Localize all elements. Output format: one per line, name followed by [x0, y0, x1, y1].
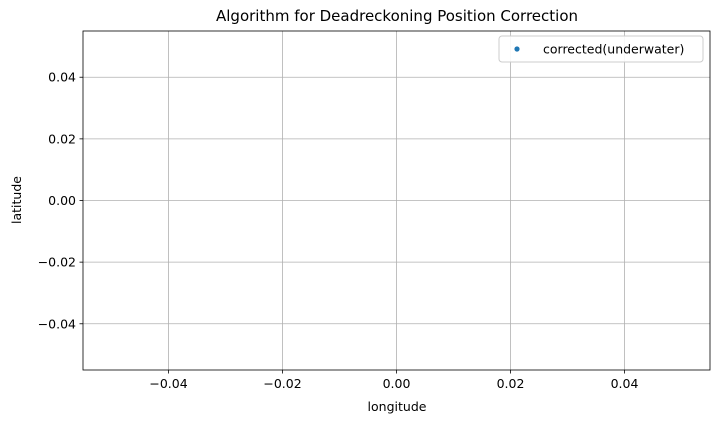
x-tick-label: −0.04: [149, 376, 187, 391]
y-tick-label: −0.02: [38, 255, 76, 270]
y-axis-label: latitude: [9, 176, 24, 224]
plot-area: −0.04 −0.02 0.00 0.02 0.04 −0.04 −0.02 0.00 0.0…: [38, 30, 711, 391]
y-tick-label: 0.00: [48, 193, 76, 208]
legend-box: [498, 35, 704, 63]
grid-lines: [83, 31, 710, 370]
x-tick-label: 0.04: [611, 376, 639, 391]
legend: corrected(underwater): [498, 35, 704, 63]
legend-marker: [514, 46, 520, 52]
x-tick-label: −0.02: [263, 376, 301, 391]
y-tick-label: −0.04: [38, 316, 76, 331]
x-tick-label: 0.02: [497, 376, 525, 391]
legend-entry-corrected-underwater: corrected(underwater): [543, 42, 684, 57]
y-tick-label: 0.04: [48, 70, 76, 85]
x-tick-label: 0.00: [383, 376, 411, 391]
y-axis-ticks: −0.04 −0.02 0.00 0.02 0.04: [38, 70, 83, 331]
y-tick-label: 0.02: [48, 131, 76, 146]
chart-title: Algorithm for Deadreckoning Position Cor…: [216, 7, 578, 25]
x-axis-ticks: −0.04 −0.02 0.00 0.02 0.04: [149, 370, 638, 391]
x-axis-label: longitude: [368, 399, 427, 414]
